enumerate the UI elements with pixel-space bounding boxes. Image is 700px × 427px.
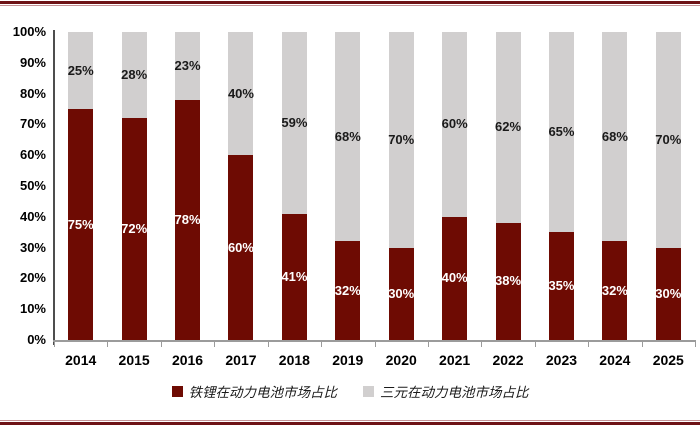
- data-label-ternary-2020: 70%: [388, 131, 415, 147]
- bar-segment-lfp-2022: [495, 222, 521, 340]
- data-label-lfp-2015: 72%: [121, 221, 148, 237]
- y-tick-label: 80%: [19, 85, 46, 101]
- bar-segment-lfp-2016: [175, 99, 201, 340]
- bar-segment-lfp-2015: [121, 118, 147, 340]
- legend-item-lfp: 铁锂在动力电池市场占比: [171, 381, 338, 401]
- bar-segment-ternary-2024: [602, 32, 628, 242]
- x-axis-tick: [695, 342, 696, 347]
- x-axis-tick: [374, 342, 376, 347]
- x-axis-tick: [160, 342, 162, 347]
- y-tick-label: 10%: [19, 301, 46, 317]
- x-axis-tick: [214, 342, 216, 347]
- data-label-ternary-2021: 60%: [441, 116, 468, 132]
- y-tick-label: 70%: [19, 116, 46, 132]
- data-label-lfp-2023: 35%: [548, 278, 575, 294]
- y-tick-label: 60%: [19, 147, 46, 163]
- data-label-lfp-2016: 78%: [174, 211, 201, 227]
- bar-segment-lfp-2025: [655, 247, 681, 340]
- bar-segment-ternary-2015: [121, 32, 147, 119]
- legend: 铁锂在动力电池市场占比 三元在动力电池市场占比: [0, 381, 700, 401]
- bar-segment-lfp-2020: [388, 247, 414, 340]
- data-label-ternary-2018: 59%: [281, 114, 308, 130]
- bar-segment-ternary-2025: [655, 32, 681, 248]
- legend-swatch-ternary-icon: [363, 385, 374, 397]
- x-axis-line: [53, 340, 696, 342]
- y-axis-line: [53, 30, 55, 345]
- y-tick-label: 50%: [19, 178, 46, 193]
- bar-segment-lfp-2024: [602, 241, 628, 340]
- x-axis-tick: [534, 342, 536, 347]
- y-tick-label: 40%: [19, 208, 46, 224]
- x-tick-label-2022: 2022: [492, 352, 524, 368]
- data-label-ternary-2015: 28%: [121, 67, 148, 83]
- data-label-lfp-2018: 41%: [281, 268, 308, 284]
- bar-segment-lfp-2017: [228, 155, 254, 340]
- data-label-lfp-2017: 60%: [227, 239, 254, 255]
- x-axis-tick: [321, 342, 323, 347]
- y-tick-label: 0%: [27, 332, 46, 347]
- x-tick-label-2024: 2024: [599, 352, 631, 368]
- bar-segment-lfp-2023: [548, 232, 574, 340]
- x-axis-tick: [481, 342, 483, 347]
- data-label-lfp-2019: 32%: [334, 282, 361, 298]
- x-tick-label-2020: 2020: [385, 352, 417, 368]
- data-label-ternary-2014: 25%: [67, 62, 94, 78]
- x-axis-tick: [641, 342, 643, 347]
- legend-label-ternary: 三元在动力电池市场占比: [380, 385, 529, 401]
- data-label-lfp-2014: 75%: [67, 216, 94, 232]
- bar-segment-ternary-2016: [175, 32, 201, 100]
- data-label-ternary-2024: 68%: [601, 128, 628, 144]
- legend-label-lfp: 铁锂在动力电池市场占比: [188, 385, 338, 401]
- bar-segment-ternary-2023: [548, 32, 574, 233]
- y-tick-label: 90%: [19, 54, 46, 70]
- bar-segment-ternary-2021: [442, 32, 468, 217]
- x-tick-label-2025: 2025: [652, 352, 684, 368]
- bar-segment-lfp-2021: [442, 216, 468, 340]
- x-axis-tick: [54, 342, 55, 347]
- data-label-ternary-2017: 40%: [227, 85, 254, 101]
- bottom-divider-thick: [0, 422, 700, 425]
- data-label-lfp-2021: 40%: [441, 270, 468, 286]
- y-tick-label: 30%: [19, 239, 46, 255]
- x-tick-label-2014: 2014: [65, 352, 97, 368]
- x-tick-label-2017: 2017: [225, 352, 257, 368]
- bar-segment-lfp-2019: [335, 241, 361, 340]
- top-divider-thick: [0, 1, 700, 4]
- data-label-ternary-2016: 23%: [174, 57, 201, 73]
- bar-segment-lfp-2018: [281, 213, 307, 340]
- bar-segment-ternary-2014: [68, 32, 94, 109]
- data-label-ternary-2022: 62%: [495, 119, 522, 135]
- bar-segment-ternary-2019: [335, 32, 361, 242]
- y-tick-label: 100%: [12, 24, 46, 39]
- x-tick-label-2015: 2015: [118, 352, 150, 368]
- data-label-lfp-2025: 30%: [655, 285, 682, 301]
- data-label-ternary-2019: 68%: [334, 128, 361, 144]
- y-tick-label: 20%: [19, 270, 46, 286]
- x-axis-tick: [267, 342, 269, 347]
- x-axis-tick: [427, 342, 429, 347]
- data-label-ternary-2023: 65%: [548, 124, 575, 140]
- legend-item-ternary: 三元在动力电池市场占比: [363, 381, 529, 401]
- data-label-lfp-2024: 32%: [601, 282, 628, 298]
- x-tick-label-2019: 2019: [332, 352, 364, 368]
- x-tick-label-2023: 2023: [545, 352, 578, 368]
- legend-swatch-lfp-icon: [171, 385, 183, 397]
- x-tick-label-2018: 2018: [278, 352, 310, 368]
- bar-segment-lfp-2014: [68, 109, 94, 340]
- data-label-ternary-2025: 70%: [655, 131, 682, 147]
- x-axis-tick: [588, 342, 590, 347]
- bar-segment-ternary-2018: [281, 32, 307, 214]
- data-label-lfp-2022: 38%: [495, 273, 522, 289]
- top-divider-thin: [0, 5, 700, 6]
- bar-segment-ternary-2017: [228, 32, 254, 156]
- x-tick-label-2016: 2016: [171, 352, 204, 368]
- x-axis-tick: [107, 342, 109, 347]
- x-tick-label-2021: 2021: [439, 352, 471, 368]
- data-label-lfp-2020: 30%: [388, 285, 415, 301]
- bar-segment-ternary-2020: [388, 32, 414, 248]
- bottom-divider-thin: [0, 420, 700, 421]
- bar-segment-ternary-2022: [495, 32, 521, 223]
